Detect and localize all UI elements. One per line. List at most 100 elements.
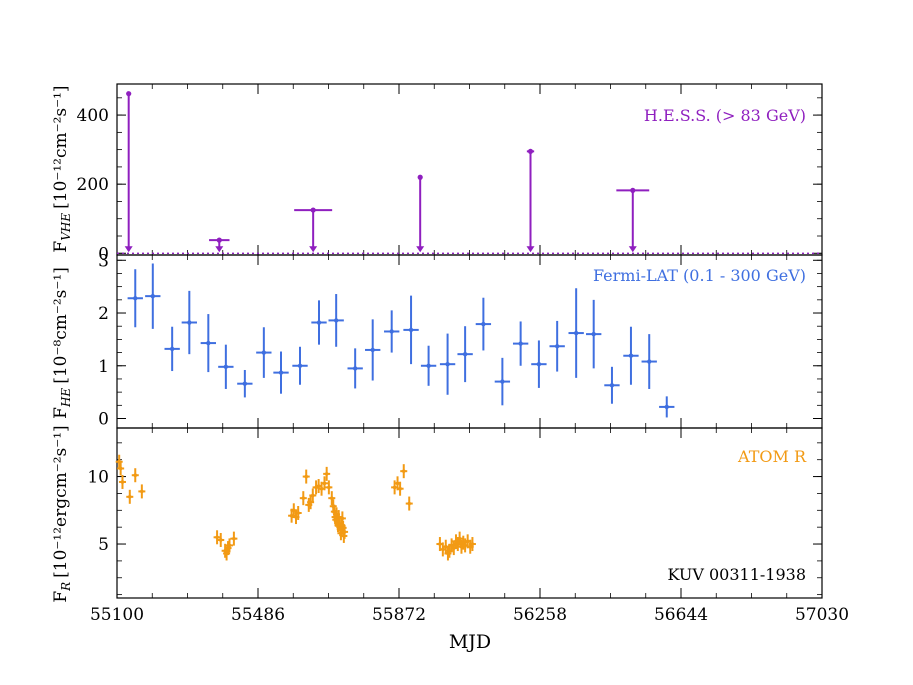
atom-marker — [327, 485, 331, 490]
fermi-marker — [133, 296, 138, 301]
fermi-data-point — [237, 369, 253, 398]
atom-marker — [310, 493, 315, 498]
hess-upper-limit — [294, 207, 333, 253]
fermi-marker — [242, 381, 248, 386]
fermi-marker — [628, 353, 634, 358]
hess-limit-arrowhead — [215, 246, 224, 253]
hess-limit-point — [216, 237, 222, 243]
fermi-marker — [609, 383, 615, 388]
fermi-data-point — [292, 346, 308, 385]
fermi-marker — [536, 361, 542, 367]
source-name-annotation: KUV 00311-1938 — [667, 565, 806, 584]
fermi-marker — [223, 364, 229, 370]
fermi-marker — [352, 366, 358, 371]
atom-data-point — [299, 491, 307, 506]
atom-data-point — [320, 476, 328, 491]
atom-marker — [304, 474, 309, 479]
fermi-data-point — [403, 295, 419, 365]
fermi-data-point — [439, 333, 456, 395]
atom-y-label-main: F — [51, 591, 71, 603]
atom-data-point — [294, 506, 302, 520]
fermi-data-point — [549, 320, 565, 372]
fermi-marker — [573, 330, 579, 336]
hess-y-label-main: F — [51, 241, 71, 253]
x-tick-label: 56644 — [654, 605, 708, 625]
x-tick-label: 55872 — [372, 605, 426, 625]
hess-limit-point — [630, 187, 636, 193]
fermi-marker — [426, 363, 431, 368]
atom-data-point — [138, 484, 146, 499]
fermi-data-point — [420, 345, 437, 386]
atom-marker — [438, 542, 442, 546]
fermi-marker — [169, 346, 175, 352]
fermi-data-point — [586, 299, 602, 369]
fermi-data-point — [311, 300, 327, 345]
fermi-data-point — [365, 319, 381, 381]
atom-data-point — [213, 530, 221, 545]
atom-data-point — [217, 532, 225, 547]
atom-data-point — [328, 491, 336, 506]
fermi-data-point — [475, 297, 492, 351]
atom-marker — [291, 508, 296, 513]
atom-marker — [294, 515, 298, 519]
fermi-marker — [500, 379, 505, 384]
fermi-data-point — [181, 290, 197, 355]
atom-marker — [463, 543, 467, 548]
fermi-data-point — [273, 351, 289, 394]
fermi-marker — [408, 327, 414, 333]
hess-limit-point — [417, 174, 423, 180]
atom-marker — [398, 486, 402, 491]
atom-data-point — [131, 468, 139, 483]
fermi-data-point — [494, 357, 511, 406]
fermi-data-point — [347, 348, 363, 389]
fermi-y-axis-label: FHE [10⁻⁸cm⁻²s⁻¹] — [51, 267, 73, 419]
fermi-marker — [647, 359, 652, 364]
fermi-legend: Fermi-LAT (0.1 - 300 GeV) — [593, 266, 806, 285]
atom-data-point — [226, 538, 234, 553]
x-tick-label: 56258 — [513, 605, 567, 625]
atom-marker — [395, 481, 400, 486]
fermi-ytick-label: 0 — [98, 410, 109, 430]
atom-marker — [401, 469, 406, 473]
atom-data-point — [400, 464, 408, 479]
hess-legend: H.E.S.S. (> 83 GeV) — [644, 106, 806, 125]
hess-limit-arrowhead — [526, 246, 535, 253]
hess-limit-arrowhead — [124, 246, 133, 253]
atom-panel: 5 10 55100 55486 55872 56258 56644 57030 — [87, 427, 849, 625]
atom-marker — [451, 546, 456, 550]
atom-marker — [120, 480, 125, 484]
fermi-y-label-sub: HE — [59, 388, 73, 408]
atom-marker — [449, 543, 454, 548]
atom-data-point — [456, 531, 464, 546]
atom-data-point — [309, 488, 317, 503]
fermi-data-point — [145, 263, 161, 329]
atom-data-point — [117, 461, 125, 476]
atom-marker — [133, 473, 138, 478]
fermi-marker — [187, 320, 192, 325]
atom-marker — [319, 486, 324, 491]
atom-data-point — [325, 480, 333, 495]
hess-limit-arrowhead — [628, 246, 637, 253]
fermi-data-point — [512, 321, 529, 366]
atom-data-point — [118, 474, 126, 489]
fermi-ytick-label: 3 — [98, 251, 109, 271]
hess-ytick-label: 400 — [77, 106, 109, 126]
atom-data-point — [405, 496, 413, 511]
hess-limit-arrowhead — [309, 246, 318, 253]
hess-y-axis-label: FVHE [10⁻¹²cm⁻²s⁻¹] — [51, 85, 73, 252]
fermi-marker — [481, 321, 486, 327]
fermi-data-point — [568, 288, 584, 378]
atom-y-label-units: [10⁻¹²ergcm⁻²s⁻¹] — [51, 425, 71, 578]
fermi-marker — [261, 350, 267, 355]
fermi-data-point — [218, 344, 234, 389]
atom-marker — [342, 530, 347, 534]
fermi-marker — [664, 404, 669, 410]
fermi-y-label-main: F — [51, 407, 71, 419]
atom-marker — [218, 538, 223, 542]
atom-marker — [118, 466, 123, 471]
hess-upper-limit — [209, 237, 230, 253]
atom-marker — [441, 547, 445, 552]
atom-marker — [215, 535, 219, 540]
fermi-data-point — [384, 310, 400, 353]
